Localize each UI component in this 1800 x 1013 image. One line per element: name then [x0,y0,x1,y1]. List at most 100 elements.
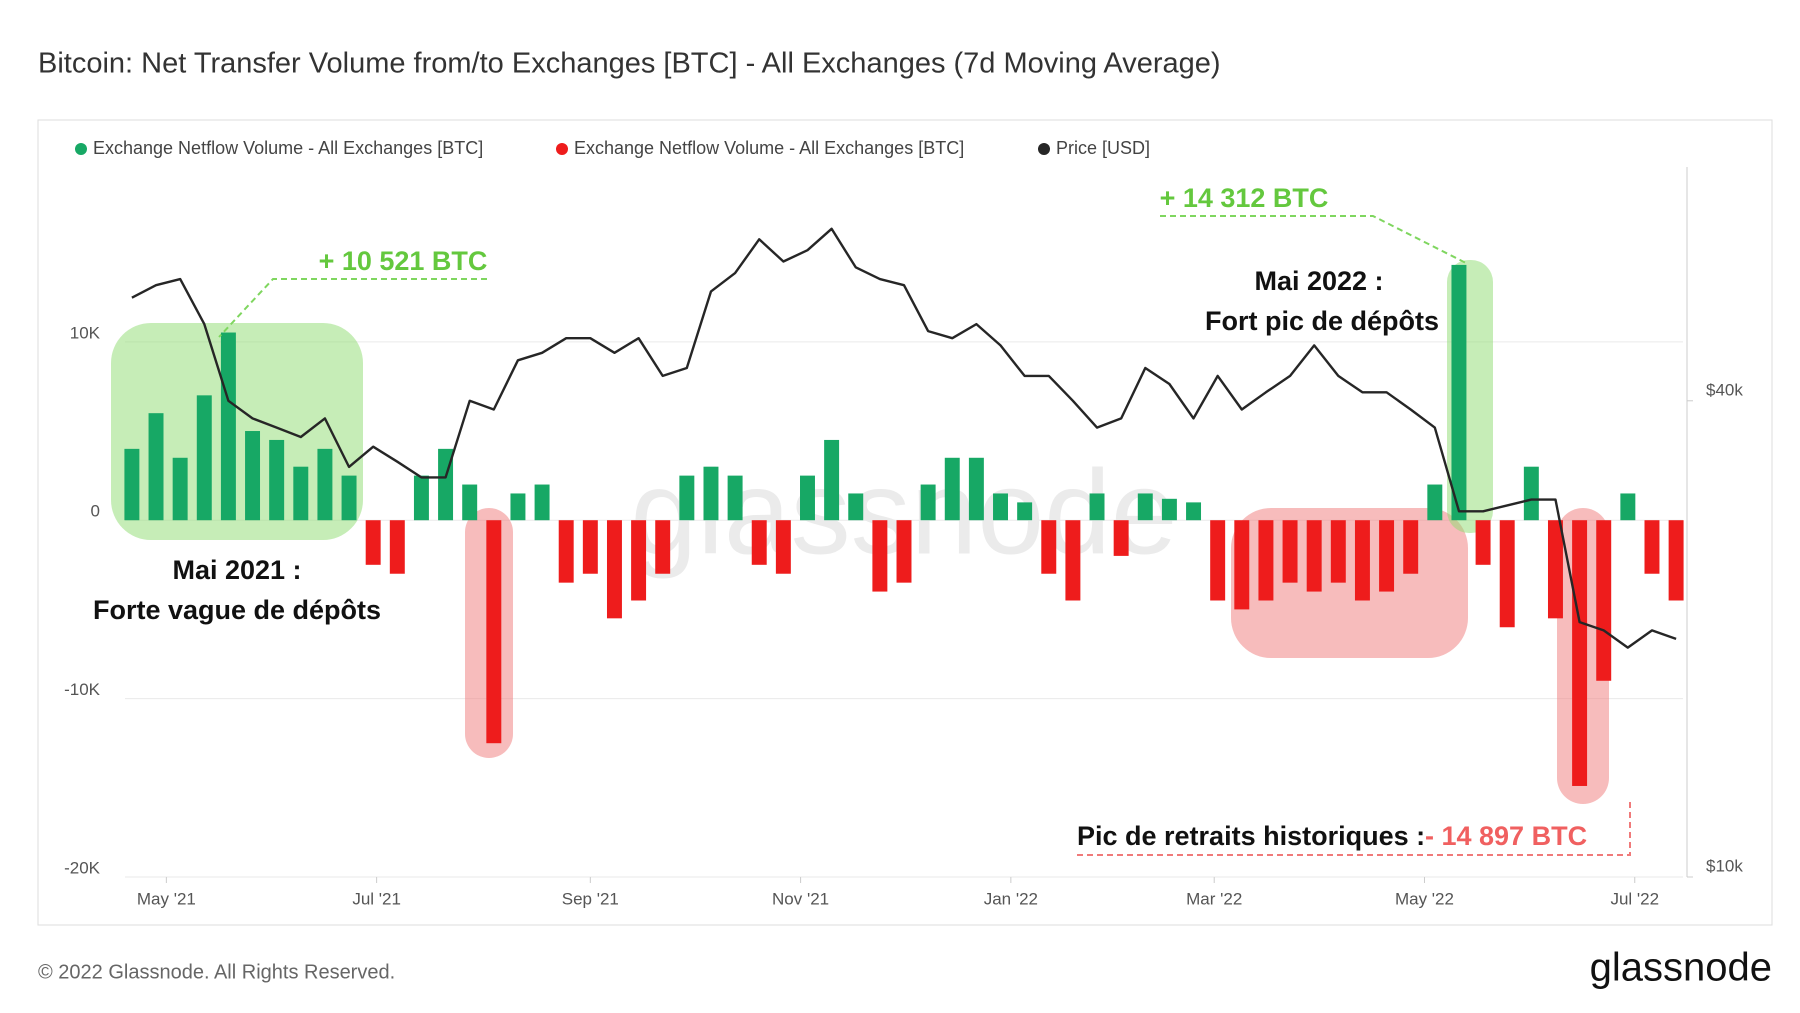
bar [944,457,960,521]
bar [824,439,840,521]
bar [703,466,719,521]
annotation: Mai 2021 : [172,555,301,585]
bar [1596,520,1612,681]
bar [968,457,984,521]
legend-label: Price [USD] [1056,138,1150,158]
bar [341,475,357,521]
legend-label: Exchange Netflow Volume - All Exchanges … [93,138,483,158]
annotation-leader [1077,802,1631,856]
bar [1306,520,1322,592]
bar [196,395,212,521]
annotation: Forte vague de dépôts [93,595,381,625]
chart-frame [37,119,1773,926]
annotation: Fort pic de dépôts [1205,306,1439,336]
y-tick-label: 10K [70,323,101,342]
y-tick-label: 0 [91,502,100,521]
bar [148,413,164,521]
bar [558,520,574,583]
x-tick-label: Jul '22 [1610,889,1659,908]
bar [606,520,622,619]
bar [896,520,912,583]
bar [1620,493,1636,521]
legend-marker [1038,143,1050,155]
bar [1065,520,1081,601]
annotation: + 14 312 BTC [1160,183,1329,213]
bar [534,484,550,521]
bar [365,520,381,565]
bar [1282,520,1298,583]
annotation: + 10 521 BTC [319,246,488,276]
bar [1161,498,1177,521]
legend-label: Exchange Netflow Volume - All Exchanges … [574,138,964,158]
bar [1475,520,1491,565]
bar [317,448,333,521]
bar [800,475,815,521]
bar [1427,484,1443,521]
x-tick-label: Sep '21 [562,889,619,908]
bar [655,520,671,574]
bar [727,475,743,521]
annotations: + 10 521 BTC Mai 2021 : Forte vague de d… [93,183,1631,856]
bar [1330,520,1346,583]
bar [124,448,140,521]
bar [1523,466,1539,521]
bar [631,520,647,601]
bar [1186,502,1202,521]
annotation-leader [1160,215,1467,264]
bar [1499,520,1515,628]
logo: glassnode [1590,946,1772,990]
chart-title: Bitcoin: Net Transfer Volume from/to Exc… [38,48,1221,80]
bar [413,475,429,521]
bar [993,493,1008,521]
bar [1354,520,1370,601]
bar [220,332,236,521]
legend-marker [75,143,87,155]
bar [1379,520,1395,592]
bar [775,520,791,574]
bar [751,520,767,565]
bar [1547,520,1563,619]
bar [1572,520,1588,786]
price-line [131,227,1677,649]
copyright: © 2022 Glassnode. All Rights Reserved. [38,961,395,983]
bar [462,484,478,521]
y2-tick-label: $40k [1706,380,1743,399]
bar [245,431,261,521]
bar [1234,520,1250,610]
bar [1137,493,1153,521]
bar [1258,520,1274,601]
bar [269,439,285,521]
bar [582,520,598,574]
y-tick-label: -20K [64,858,101,877]
annotation: Mai 2022 : [1254,266,1383,296]
x-tick-label: Jul '21 [352,889,401,908]
bar [172,457,188,521]
x-tick-label: Nov '21 [772,889,829,908]
x-tick-label: May '21 [137,889,196,908]
x-tick-label: May '22 [1395,889,1454,908]
bar [389,520,405,574]
annotation-leader [218,278,487,338]
bar [1041,520,1057,574]
bar [848,493,864,521]
annotation: - 14 897 BTC [1425,821,1587,851]
bar [1017,502,1033,521]
bar [679,475,695,521]
annotation: Pic de retraits historiques : [1077,821,1425,851]
bar [1210,520,1226,601]
bar [1644,520,1660,574]
bar [1113,520,1129,556]
bar [872,520,888,592]
bar [486,520,502,744]
bar [293,466,309,521]
x-tick-label: Mar '22 [1186,889,1242,908]
bar [920,484,936,521]
bar [1403,520,1419,574]
bar [1668,520,1684,601]
bar [1089,493,1105,521]
bar [510,493,526,521]
legend-marker [556,143,568,155]
bar [1451,264,1467,521]
x-tick-label: Jan '22 [984,889,1038,908]
